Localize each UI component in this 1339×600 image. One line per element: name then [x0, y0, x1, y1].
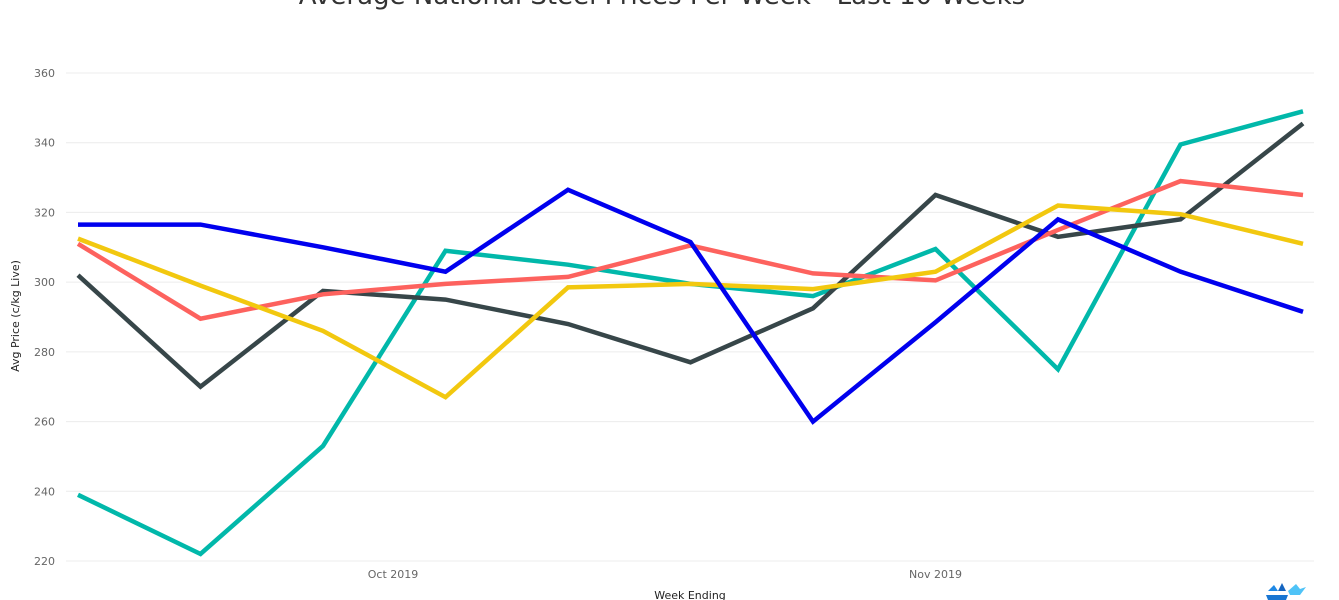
y-tick-label: 260 — [34, 416, 55, 429]
y-tick-label: 220 — [34, 555, 55, 568]
series-line-2 — [76, 121, 1305, 390]
chart-title: Average National Steel Prices Per Week -… — [299, 0, 1025, 11]
y-tick-label: 320 — [34, 206, 55, 219]
y-tick-label: 360 — [34, 67, 55, 80]
y-tick-label: 340 — [34, 137, 55, 150]
y-axis-ticks: 220 240 260 280 300 320 340 360 — [34, 67, 55, 568]
brand-logo — [1266, 583, 1306, 600]
x-tick-label: Nov 2019 — [909, 568, 962, 581]
series-line-4 — [77, 203, 1304, 400]
gridlines — [66, 72, 1314, 562]
x-axis-title: Week Ending — [654, 589, 726, 600]
y-tick-label: 280 — [34, 346, 55, 359]
series-line-3 — [76, 178, 1304, 322]
y-axis-title: Avg Price (c/kg Live) — [9, 260, 22, 372]
series-line-5 — [78, 187, 1304, 425]
x-axis-ticks: Oct 2019 Nov 2019 — [368, 568, 962, 581]
series-line-1 — [77, 109, 1304, 557]
x-tick-label: Oct 2019 — [368, 568, 419, 581]
y-tick-label: 300 — [34, 276, 55, 289]
y-tick-label: 240 — [34, 485, 55, 498]
series-lines — [76, 109, 1305, 557]
